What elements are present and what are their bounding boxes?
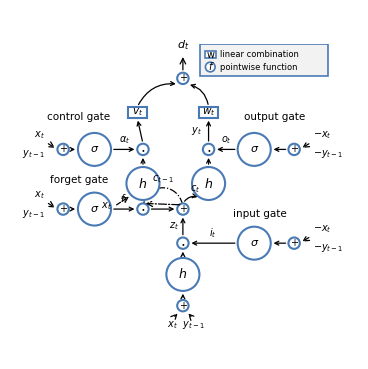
Circle shape bbox=[177, 238, 188, 249]
Text: $-x_t$: $-x_t$ bbox=[313, 129, 332, 141]
FancyArrowPatch shape bbox=[152, 207, 173, 211]
Text: forget gate: forget gate bbox=[50, 175, 108, 185]
Circle shape bbox=[289, 238, 300, 249]
Circle shape bbox=[137, 144, 149, 155]
FancyArrowPatch shape bbox=[181, 295, 185, 299]
Text: $v_t$: $v_t$ bbox=[132, 107, 143, 118]
FancyBboxPatch shape bbox=[205, 51, 216, 58]
Text: $\cdot$: $\cdot$ bbox=[206, 142, 211, 157]
Circle shape bbox=[127, 167, 159, 200]
Text: $\cdot$: $\cdot$ bbox=[140, 142, 146, 157]
Text: $\cdot$: $\cdot$ bbox=[140, 201, 146, 217]
FancyArrowPatch shape bbox=[70, 207, 74, 211]
Text: $\alpha_t$: $\alpha_t$ bbox=[118, 134, 130, 146]
Text: $y_{t-1}$: $y_{t-1}$ bbox=[22, 208, 45, 220]
Text: +: + bbox=[59, 144, 67, 154]
Circle shape bbox=[137, 203, 149, 215]
FancyBboxPatch shape bbox=[199, 107, 218, 118]
FancyArrowPatch shape bbox=[275, 148, 286, 151]
FancyArrowPatch shape bbox=[70, 148, 74, 151]
Text: $\sigma$: $\sigma$ bbox=[90, 204, 99, 214]
Text: $i_t$: $i_t$ bbox=[209, 226, 217, 240]
FancyArrowPatch shape bbox=[206, 159, 210, 164]
Text: $x_t$: $x_t$ bbox=[34, 129, 45, 141]
FancyArrowPatch shape bbox=[181, 253, 185, 257]
Text: $z_t$: $z_t$ bbox=[169, 220, 178, 232]
Text: linear combination: linear combination bbox=[220, 50, 299, 59]
Text: f: f bbox=[209, 62, 212, 72]
Text: $x_t$: $x_t$ bbox=[167, 319, 177, 331]
Circle shape bbox=[203, 144, 214, 155]
Text: pointwise function: pointwise function bbox=[220, 62, 297, 72]
FancyArrowPatch shape bbox=[138, 82, 174, 104]
Text: $w_t$: $w_t$ bbox=[202, 107, 215, 118]
Text: $-x_t$: $-x_t$ bbox=[313, 223, 332, 235]
FancyArrowPatch shape bbox=[141, 159, 145, 164]
Circle shape bbox=[57, 203, 69, 215]
FancyArrowPatch shape bbox=[193, 241, 235, 245]
Text: control gate: control gate bbox=[47, 113, 110, 123]
FancyBboxPatch shape bbox=[128, 107, 146, 118]
Text: $c_{t-1}$: $c_{t-1}$ bbox=[152, 173, 174, 185]
Circle shape bbox=[78, 133, 111, 166]
Circle shape bbox=[205, 62, 215, 72]
Text: input gate: input gate bbox=[233, 209, 287, 219]
Text: $y_t$: $y_t$ bbox=[191, 125, 201, 137]
Text: $y_{t-1}$: $y_{t-1}$ bbox=[183, 319, 205, 331]
FancyArrowPatch shape bbox=[219, 148, 235, 151]
Circle shape bbox=[289, 144, 300, 155]
Circle shape bbox=[238, 227, 271, 260]
Text: $d_t$: $d_t$ bbox=[177, 38, 189, 52]
Text: $y_{t-1}$: $y_{t-1}$ bbox=[22, 148, 45, 160]
Text: $\cdot$: $\cdot$ bbox=[180, 236, 185, 251]
Text: $o_t$: $o_t$ bbox=[220, 134, 231, 146]
FancyArrowPatch shape bbox=[191, 85, 208, 104]
Text: $\sigma$: $\sigma$ bbox=[250, 238, 259, 248]
FancyArrowPatch shape bbox=[181, 219, 185, 235]
FancyArrowPatch shape bbox=[114, 207, 133, 211]
Text: $x_t$: $x_t$ bbox=[100, 200, 112, 212]
Text: $-y_{t-1}$: $-y_{t-1}$ bbox=[313, 148, 343, 160]
Text: w: w bbox=[206, 49, 214, 59]
Circle shape bbox=[177, 203, 188, 215]
Text: +: + bbox=[179, 301, 187, 311]
Circle shape bbox=[177, 73, 188, 84]
Text: output gate: output gate bbox=[244, 113, 305, 123]
Text: $\sigma$: $\sigma$ bbox=[90, 144, 99, 154]
FancyArrowPatch shape bbox=[114, 148, 133, 151]
Text: $h$: $h$ bbox=[178, 268, 187, 282]
Circle shape bbox=[57, 144, 69, 155]
Text: +: + bbox=[179, 204, 187, 214]
Text: +: + bbox=[290, 238, 298, 248]
Circle shape bbox=[192, 167, 225, 200]
Circle shape bbox=[166, 258, 199, 291]
Text: $c_t$: $c_t$ bbox=[190, 183, 200, 195]
Text: +: + bbox=[179, 73, 187, 83]
Circle shape bbox=[238, 133, 271, 166]
FancyArrowPatch shape bbox=[185, 194, 196, 201]
Text: $h$: $h$ bbox=[138, 176, 148, 190]
FancyArrowPatch shape bbox=[275, 241, 286, 245]
Text: $-y_{t-1}$: $-y_{t-1}$ bbox=[313, 242, 343, 254]
Text: $h$: $h$ bbox=[204, 176, 213, 190]
FancyArrowPatch shape bbox=[137, 122, 142, 141]
Text: +: + bbox=[290, 144, 298, 154]
Text: $f_t$: $f_t$ bbox=[120, 192, 128, 206]
Text: $\sigma$: $\sigma$ bbox=[250, 144, 259, 154]
Text: +: + bbox=[59, 204, 67, 214]
FancyArrowPatch shape bbox=[206, 122, 210, 141]
FancyBboxPatch shape bbox=[200, 44, 328, 76]
Text: $x_t$: $x_t$ bbox=[34, 189, 45, 201]
Circle shape bbox=[177, 300, 188, 311]
Circle shape bbox=[78, 193, 111, 225]
